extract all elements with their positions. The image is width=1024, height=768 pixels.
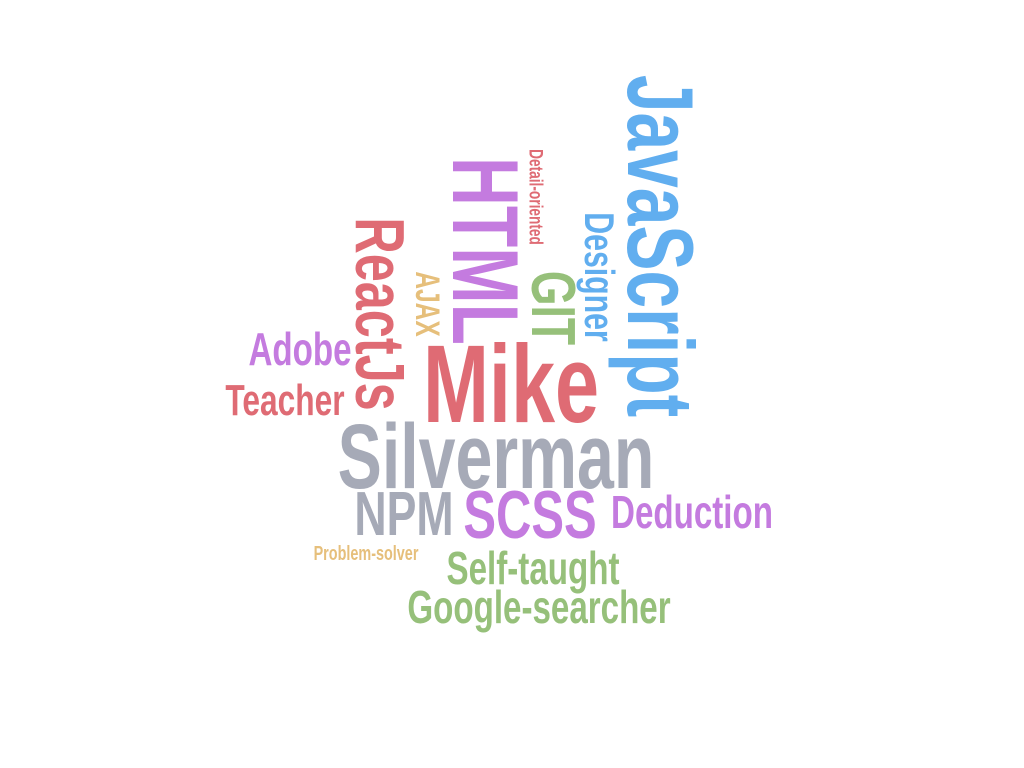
word-reactjs: ReactJs — [341, 217, 419, 411]
word-adobe: Adobe — [248, 323, 352, 375]
word-problem-solver: Problem-solver — [313, 543, 419, 565]
word-npm: NPM — [354, 480, 454, 549]
word-javascript: JavaScript — [608, 74, 713, 418]
word-html: HTML — [433, 157, 538, 345]
word-google-searcher: Google-searcher — [407, 581, 671, 633]
word-teacher: Teacher — [225, 376, 345, 425]
word-deduction: Deduction — [611, 486, 773, 538]
word-self-taught: Self-taught — [446, 542, 620, 594]
word-mike: Mike — [422, 323, 600, 446]
word-scss: SCSS — [463, 477, 597, 553]
word-silverman: Silverman — [337, 406, 655, 508]
